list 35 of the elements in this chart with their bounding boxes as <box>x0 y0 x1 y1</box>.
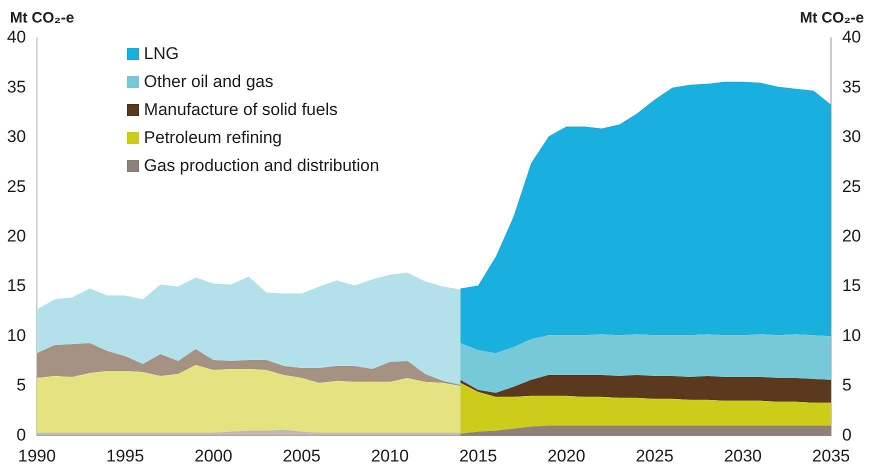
y-axis-title: Mt CO₂-e <box>10 10 74 27</box>
x-tick-label: 2035 <box>812 446 850 466</box>
legend-label: Petroleum refining <box>144 128 282 148</box>
y-tick-label: 20 <box>6 226 26 246</box>
x-tick-label: 2000 <box>194 446 232 466</box>
y2-tick-label: 20 <box>842 226 862 246</box>
y-tick-label: 15 <box>6 276 26 296</box>
y-tick-label: 35 <box>6 77 26 96</box>
y2-tick-label: 35 <box>842 77 862 96</box>
legend-label: LNG <box>144 44 179 64</box>
y2-axis-title: Mt CO₂-e <box>800 10 864 27</box>
x-tick-label: 2005 <box>282 446 321 466</box>
y2-tick-label: 10 <box>842 326 862 345</box>
y-tick-label: 0 <box>16 425 26 444</box>
legend-label: Gas production and distribution <box>144 156 380 176</box>
x-tick-label: 2010 <box>370 446 409 466</box>
y2-tick-label: 15 <box>842 276 862 296</box>
y2-tick-label: 30 <box>842 127 862 146</box>
x-tick-label: 2030 <box>724 446 762 466</box>
legend-label: Manufacture of solid fuels <box>144 100 338 120</box>
y-tick-label: 10 <box>6 326 26 345</box>
x-tick-label: 2020 <box>547 446 586 466</box>
x-tick-label: 1995 <box>106 446 144 466</box>
y-tick-label: 30 <box>6 127 26 146</box>
y2-tick-label: 40 <box>842 28 862 47</box>
y2-tick-label: 5 <box>842 376 852 395</box>
x-tick-label: 2015 <box>459 446 498 466</box>
y-tick-label: 5 <box>16 376 26 395</box>
x-tick-label: 2025 <box>636 446 674 466</box>
y-tick-label: 25 <box>6 176 26 196</box>
x-tick-label: 1990 <box>18 446 56 466</box>
legend-label: Other oil and gas <box>144 72 274 92</box>
y-tick-label: 40 <box>6 28 26 47</box>
y2-tick-label: 25 <box>842 176 862 196</box>
y2-tick-label: 0 <box>842 425 852 444</box>
